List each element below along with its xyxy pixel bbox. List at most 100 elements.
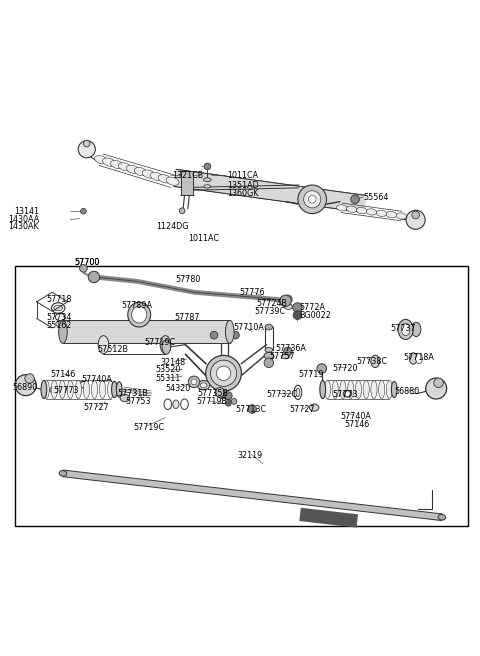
- Text: 1011AC: 1011AC: [188, 234, 219, 243]
- Text: 57700: 57700: [74, 258, 99, 267]
- Circle shape: [248, 405, 256, 413]
- Ellipse shape: [281, 354, 290, 359]
- Circle shape: [88, 272, 100, 283]
- Ellipse shape: [41, 380, 47, 399]
- Circle shape: [204, 163, 211, 170]
- Ellipse shape: [119, 163, 132, 171]
- Ellipse shape: [204, 185, 211, 188]
- Ellipse shape: [51, 302, 65, 313]
- Text: 32148: 32148: [161, 358, 186, 367]
- Ellipse shape: [95, 155, 108, 164]
- Circle shape: [191, 379, 197, 384]
- Circle shape: [49, 388, 54, 392]
- Text: 53520: 53520: [155, 365, 180, 374]
- Ellipse shape: [55, 314, 65, 321]
- Ellipse shape: [386, 380, 393, 399]
- Ellipse shape: [110, 160, 123, 169]
- Circle shape: [293, 302, 302, 312]
- Text: 57789A: 57789A: [121, 301, 153, 310]
- Ellipse shape: [142, 170, 155, 178]
- Ellipse shape: [343, 390, 352, 397]
- Circle shape: [434, 378, 444, 388]
- Ellipse shape: [379, 380, 385, 399]
- Text: BG0022: BG0022: [299, 311, 331, 319]
- Text: 57780: 57780: [175, 275, 200, 284]
- Circle shape: [25, 374, 35, 383]
- Ellipse shape: [126, 165, 139, 173]
- Ellipse shape: [150, 173, 163, 180]
- Ellipse shape: [294, 385, 302, 400]
- Text: 57736A: 57736A: [275, 344, 306, 354]
- Ellipse shape: [116, 382, 122, 397]
- Ellipse shape: [355, 380, 361, 399]
- Ellipse shape: [164, 399, 172, 409]
- Circle shape: [225, 392, 232, 400]
- Text: 13141: 13141: [14, 207, 39, 216]
- Ellipse shape: [332, 380, 338, 399]
- Ellipse shape: [108, 380, 114, 399]
- Ellipse shape: [160, 336, 171, 354]
- Ellipse shape: [265, 324, 273, 330]
- Circle shape: [293, 311, 302, 319]
- Ellipse shape: [128, 302, 151, 327]
- Text: 5772A: 5772A: [300, 303, 326, 312]
- Circle shape: [264, 358, 274, 367]
- Text: 57719: 57719: [298, 370, 324, 379]
- Ellipse shape: [401, 323, 410, 336]
- Ellipse shape: [59, 470, 67, 476]
- Text: 57710A: 57710A: [234, 323, 264, 333]
- Ellipse shape: [132, 306, 147, 323]
- Ellipse shape: [67, 380, 73, 399]
- Circle shape: [345, 391, 350, 397]
- Ellipse shape: [363, 380, 369, 399]
- Ellipse shape: [320, 380, 325, 399]
- Text: 57776: 57776: [240, 288, 265, 297]
- Ellipse shape: [264, 352, 274, 359]
- Circle shape: [309, 195, 316, 203]
- Ellipse shape: [75, 380, 82, 399]
- Ellipse shape: [386, 211, 396, 218]
- Text: 1430AK: 1430AK: [9, 222, 39, 232]
- Ellipse shape: [173, 400, 179, 409]
- Text: 57735B: 57735B: [198, 389, 229, 398]
- Text: 57732C: 57732C: [266, 390, 298, 400]
- Bar: [63, 320, 230, 343]
- Text: 57512B: 57512B: [98, 345, 129, 354]
- Ellipse shape: [120, 394, 130, 401]
- Ellipse shape: [340, 380, 346, 399]
- Ellipse shape: [99, 380, 106, 399]
- Polygon shape: [174, 169, 367, 213]
- Text: 57739C: 57739C: [254, 307, 286, 316]
- Ellipse shape: [371, 380, 377, 399]
- Text: 57727: 57727: [84, 403, 109, 412]
- Ellipse shape: [391, 381, 397, 398]
- Circle shape: [226, 400, 231, 406]
- Text: 57740A: 57740A: [341, 412, 372, 420]
- Circle shape: [426, 378, 446, 399]
- Text: 57757: 57757: [269, 352, 295, 361]
- Text: 55564: 55564: [363, 194, 389, 202]
- Ellipse shape: [438, 514, 445, 520]
- Polygon shape: [300, 508, 358, 527]
- Circle shape: [298, 185, 326, 214]
- Bar: [181, 171, 192, 195]
- Ellipse shape: [59, 320, 67, 343]
- Ellipse shape: [56, 321, 64, 327]
- Text: 55162: 55162: [46, 321, 72, 330]
- Circle shape: [284, 347, 292, 356]
- Ellipse shape: [226, 320, 234, 343]
- Ellipse shape: [296, 388, 300, 397]
- Ellipse shape: [134, 167, 147, 176]
- Ellipse shape: [216, 366, 231, 380]
- Circle shape: [280, 295, 291, 306]
- Ellipse shape: [398, 319, 413, 339]
- Ellipse shape: [348, 380, 354, 399]
- Ellipse shape: [265, 348, 273, 352]
- Ellipse shape: [43, 380, 49, 399]
- Circle shape: [15, 375, 36, 396]
- Text: 32119: 32119: [238, 451, 263, 460]
- Circle shape: [412, 211, 420, 219]
- Ellipse shape: [162, 340, 171, 354]
- Text: 57727: 57727: [289, 405, 315, 415]
- Ellipse shape: [158, 174, 171, 183]
